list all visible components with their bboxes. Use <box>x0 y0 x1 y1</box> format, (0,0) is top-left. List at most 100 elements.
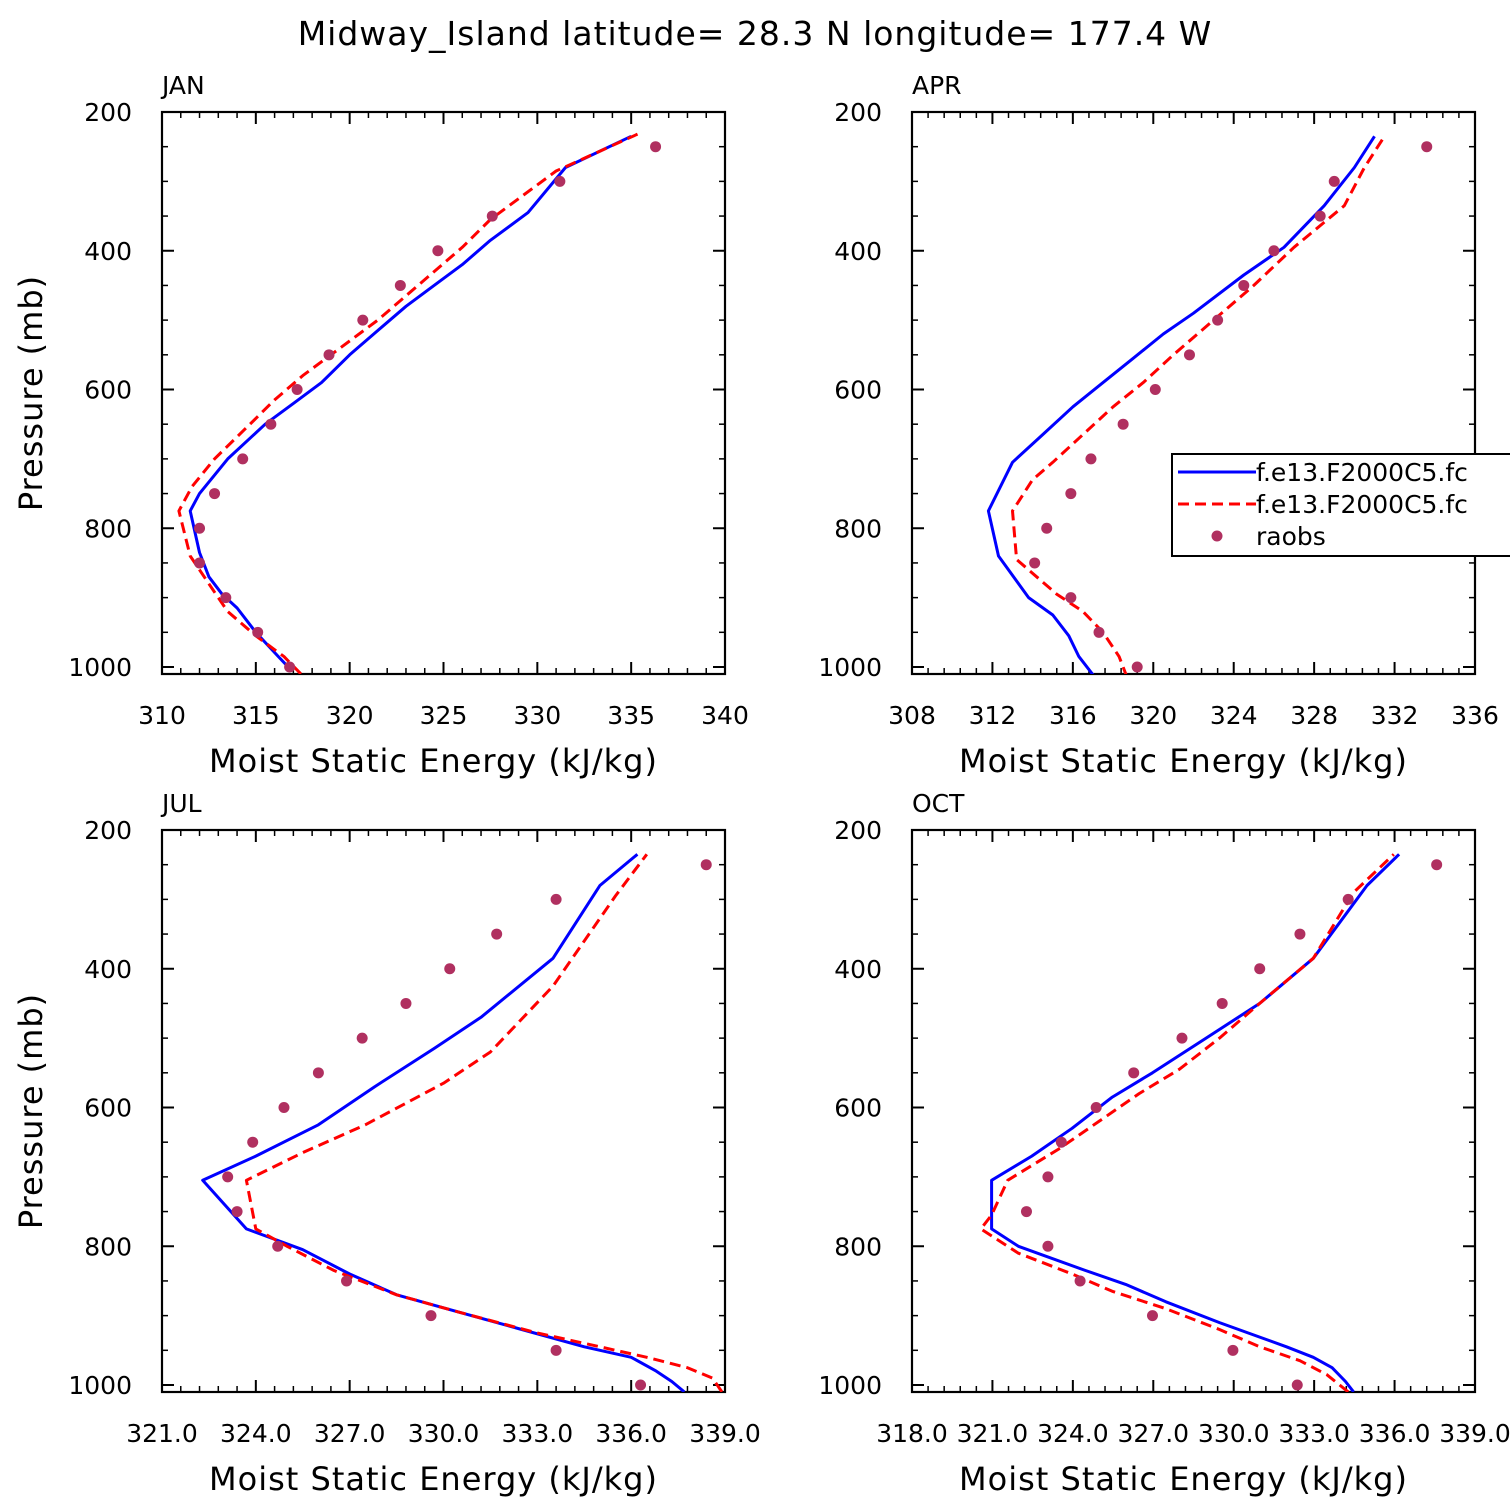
x-tick-label: 325 <box>420 701 468 730</box>
y-axis-label: Pressure (mb) <box>12 275 50 511</box>
raobs-point <box>1090 1102 1102 1113</box>
series-group <box>201 853 724 1392</box>
raobs-point <box>291 384 303 395</box>
model-line-dashed <box>177 131 642 674</box>
x-tick-label: 320 <box>1129 701 1177 730</box>
x-tick-label: 339.0 <box>1439 1419 1510 1448</box>
x-tick-label: 330 <box>513 701 561 730</box>
raobs-point <box>650 141 662 153</box>
raobs-point <box>1042 1240 1054 1252</box>
figure-title: Midway_Island latitude= 28.3 N longitude… <box>298 14 1213 53</box>
plot-frame <box>160 110 727 676</box>
series-group <box>979 853 1443 1392</box>
raobs-point <box>1055 1136 1067 1148</box>
y-tick-label: 200 <box>84 816 132 845</box>
x-tick-label: 312 <box>969 701 1017 730</box>
x-tick-label: 327.0 <box>314 1419 386 1448</box>
y-tick-label: 200 <box>84 98 132 127</box>
x-tick-label: 320 <box>326 701 374 730</box>
raobs-point <box>700 859 712 871</box>
x-axis-label: Moist Static Energy (kJ/kg) <box>209 742 658 780</box>
y-tick-label: 1000 <box>68 653 132 682</box>
y-tick-label: 400 <box>84 955 132 984</box>
x-tick-label: 321.0 <box>126 1419 198 1448</box>
raobs-point <box>425 1310 437 1322</box>
raobs-point <box>1041 522 1053 534</box>
y-tick-label: 200 <box>834 816 882 845</box>
raobs-point <box>209 488 221 500</box>
raobs-point <box>1131 661 1143 673</box>
raobs-point <box>1227 1344 1239 1356</box>
y-tick-label: 800 <box>84 514 132 543</box>
model-line-solid <box>201 853 686 1392</box>
raobs-point <box>554 175 566 187</box>
series-group <box>986 135 1433 674</box>
raobs-point <box>237 453 249 465</box>
x-tick-label: 324 <box>1210 701 1258 730</box>
raobs-point <box>432 245 444 257</box>
chart-panel-apr: APR 308 312 316 320 324 328 332 336 200 400 600 800 1… <box>818 71 1498 780</box>
raobs-point <box>1254 963 1266 975</box>
panels: JAN 310 315 320 325 330 335 340 200 400 600 800 1000… <box>12 71 1510 1498</box>
raobs-point <box>1342 893 1354 905</box>
raobs-point <box>247 1136 259 1148</box>
raobs-point <box>400 997 412 1009</box>
raobs-point <box>1085 453 1097 465</box>
panel-label: JUL <box>160 789 202 818</box>
y-tick-label: 800 <box>834 1232 882 1261</box>
raobs-point <box>1176 1032 1188 1044</box>
raobs-point <box>1093 626 1105 638</box>
x-tick-label: 333.0 <box>1278 1419 1350 1448</box>
x-tick-label: 336 <box>1451 701 1499 730</box>
raobs-point <box>1074 1275 1086 1287</box>
x-tick-label: 327.0 <box>1117 1419 1189 1448</box>
y-tick-label: 200 <box>834 98 882 127</box>
y-tick-label: 600 <box>834 1094 882 1123</box>
plot-frame <box>910 110 1477 676</box>
x-tick-label: 315 <box>232 701 280 730</box>
raobs-point <box>341 1275 353 1287</box>
x-tick-label: 321.0 <box>957 1419 1029 1448</box>
plot-frame <box>910 828 1477 1394</box>
raobs-point <box>1065 592 1077 604</box>
raobs-point <box>550 1344 562 1356</box>
x-tick-label: 333.0 <box>502 1419 574 1448</box>
x-tick-label: 336.0 <box>595 1419 667 1448</box>
raobs-point <box>1216 997 1228 1009</box>
x-tick-label: 330.0 <box>408 1419 480 1448</box>
x-tick-label: 310 <box>138 701 186 730</box>
raobs-point <box>252 626 264 638</box>
raobs-point <box>635 1379 647 1391</box>
model-line-solid <box>986 135 1376 674</box>
y-axis-label: Pressure (mb) <box>12 993 50 1229</box>
panel-label: APR <box>912 71 962 100</box>
y-tick-label: 400 <box>834 955 882 984</box>
y-tick-label: 600 <box>84 1094 132 1123</box>
raobs-point <box>486 210 498 222</box>
raobs-point <box>1065 488 1077 500</box>
y-tick-label: 800 <box>834 514 882 543</box>
raobs-point <box>1291 1379 1303 1391</box>
raobs-point <box>312 1067 324 1079</box>
raobs-point <box>444 963 456 975</box>
model-line-dashed <box>244 853 724 1392</box>
x-axis-label: Moist Static Energy (kJ/kg) <box>959 742 1408 780</box>
series-group <box>177 131 662 674</box>
raobs-point <box>491 928 503 940</box>
legend-label: raobs <box>1256 522 1326 551</box>
raobs-point <box>550 893 562 905</box>
y-tick-label: 1000 <box>818 1371 882 1400</box>
raobs-point <box>1042 1171 1054 1183</box>
x-tick-label: 335 <box>607 701 655 730</box>
raobs-point <box>323 349 335 361</box>
y-tick-label: 600 <box>834 376 882 405</box>
chart-panel-jan: JAN 310 315 320 325 330 335 340 200 400 600 800 1000… <box>12 71 749 780</box>
chart-panel-oct: OCT 318.0 321.0 324.0 327.0 330.0 333.0 336.0 33… <box>818 789 1510 1498</box>
x-tick-label: 324.0 <box>1037 1419 1109 1448</box>
raobs-point <box>1314 210 1326 222</box>
panel-label: OCT <box>912 789 965 818</box>
y-tick-label: 400 <box>84 237 132 266</box>
y-tick-label: 600 <box>84 376 132 405</box>
raobs-point <box>231 1206 243 1218</box>
